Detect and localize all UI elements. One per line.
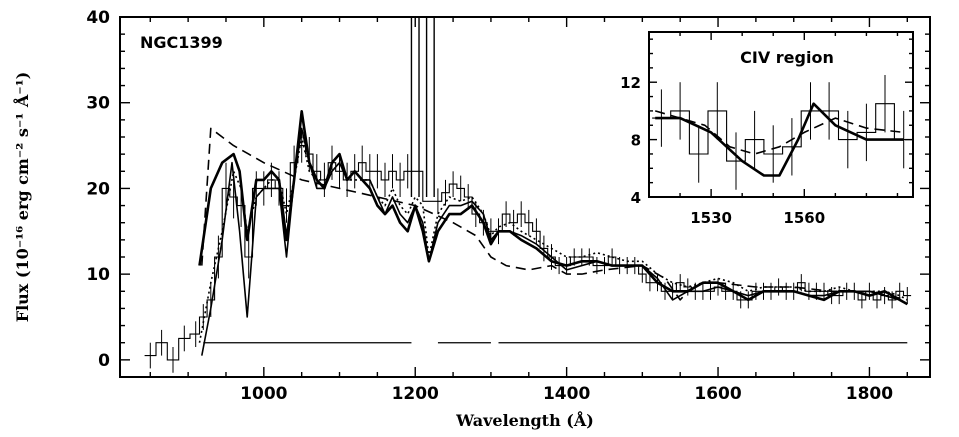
main-plot-area [144,17,912,373]
x-tick-label: 1800 [846,384,893,404]
model-series-dashed [654,110,904,155]
x-tick-label: 1000 [240,384,287,404]
inset-background [649,32,913,197]
inset-plot-frame [648,31,914,198]
x-tick-label: 1600 [694,384,741,404]
model-series-dotted [198,136,908,343]
main-panel: 1000 1200 1400 1600 1800 0 10 20 30 40 NGC1399 Wa… [11,8,931,430]
y-tick-label: 4 [631,189,641,207]
inset-panel: 1530 1560 4 8 12 CIV region [620,31,914,227]
galaxy-name-label: NGC1399 [140,33,223,52]
observed-spectrum-histogram [652,103,913,162]
y-tick-label: 12 [620,74,641,92]
inset-plot-area [652,75,913,190]
y-tick-label: 0 [98,351,110,371]
x-tick-label: 1530 [690,209,732,227]
main-axes: 1000 1200 1400 1600 1800 0 10 20 30 40 [86,8,930,404]
y-tick-label: 30 [86,94,110,114]
y-tick-label: 8 [631,132,641,150]
inset-axes: 1530 1560 4 8 12 [620,32,913,227]
model-series-dashed [201,127,908,301]
y-axis-title: Flux (10⁻¹⁶ erg cm⁻² s⁻¹ Å⁻¹) [11,72,32,323]
x-tick-label: 1560 [783,209,825,227]
model-series-solid-thin [201,127,908,356]
y-tick-label: 10 [86,265,110,285]
x-tick-label: 1200 [392,384,439,404]
model-series-solid-thick [655,102,904,177]
main-plot-frame [119,16,931,378]
inset-title: CIV region [740,48,834,67]
x-axis-title: Wavelength (Å) [455,409,594,430]
y-tick-label: 40 [86,8,110,28]
geocoronal-line-feature [410,17,435,197]
y-tick-label: 20 [86,179,110,199]
x-tick-label: 1400 [543,384,590,404]
